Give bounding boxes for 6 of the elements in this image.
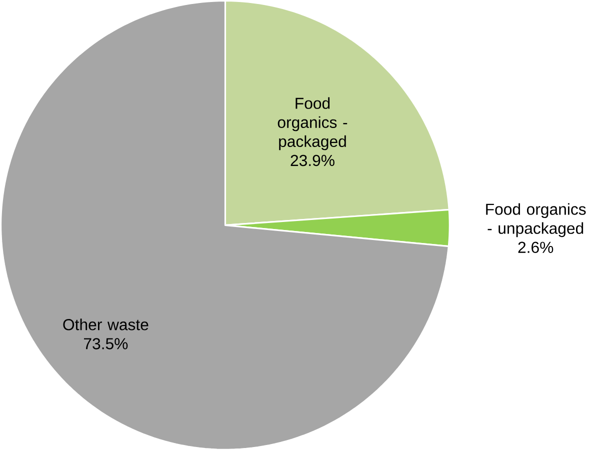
data-label: 23.9% xyxy=(290,154,334,166)
slice-label: Food organics - unpackaged xyxy=(486,203,586,237)
slice-label: Other waste xyxy=(63,318,148,330)
slice-label: Food organics - packaged xyxy=(278,97,348,150)
data-label: 73.5% xyxy=(84,338,128,350)
data-label: 2.6% xyxy=(518,242,554,253)
